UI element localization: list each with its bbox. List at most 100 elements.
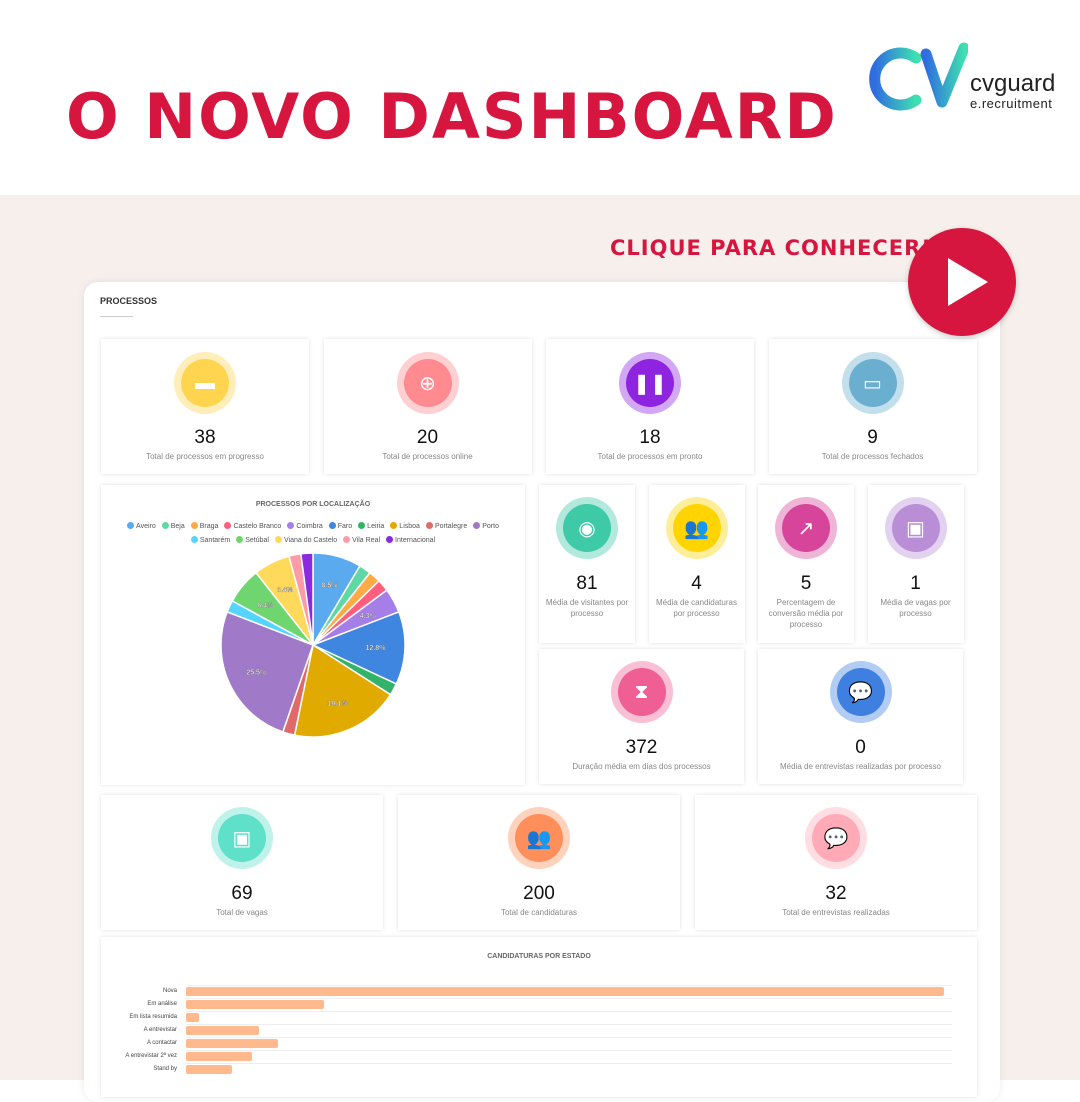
legend-label: Viana do Castelo	[283, 537, 338, 544]
legend-item[interactable]: Braga	[190, 520, 219, 534]
stat-card: ▬ 38 Total de processos em progresso	[101, 339, 309, 474]
eye-icon: ◉	[556, 497, 618, 559]
pie-data-label: 25.5%	[246, 669, 267, 676]
bar-row: A entrevistar	[101, 1024, 977, 1037]
legend-label: Braga	[199, 523, 219, 530]
divider	[100, 316, 133, 317]
legend-item[interactable]: Lisboa	[390, 520, 420, 534]
bar[interactable]	[186, 1065, 233, 1074]
pie-slice-lisboa[interactable]	[293, 643, 392, 738]
bar-row: A contactar	[101, 1037, 977, 1050]
bar-row: Em análise	[101, 998, 977, 1011]
bar[interactable]	[186, 1026, 259, 1035]
bar-label: A contactar	[146, 1040, 177, 1046]
users-icon: 👥	[665, 497, 728, 559]
pie-data-label: 12.8%	[366, 645, 387, 652]
bar[interactable]	[186, 987, 944, 996]
legend-item[interactable]: Vila Real	[343, 534, 380, 548]
stat-card: ▭ 9 Total de processos fechados	[768, 339, 977, 474]
stat-label: Média de entrevistas realizadas por proc…	[780, 762, 941, 771]
legend-item[interactable]: Aveiro	[127, 520, 156, 534]
briefcase-icon: ▣	[884, 497, 947, 559]
stat-value: 69	[231, 883, 253, 904]
globe-icon: ⊕	[396, 352, 459, 414]
stat-card: 💬 32 Total de entrevistas realizadas	[695, 795, 977, 930]
stat-label: Total de entrevistas realizadas	[782, 908, 890, 917]
stat-card: 👥 4 Média de candidaturas por processo	[648, 485, 745, 643]
legend-item[interactable]: Castelo Branco	[224, 520, 281, 534]
stat-card: ⊕ 20 Total de processos online	[323, 339, 532, 474]
legend-item[interactable]: Internacional	[386, 534, 435, 548]
legend-label: Aveiro	[136, 523, 156, 530]
bar-row: A entrevistar 2ª vez	[101, 1050, 977, 1063]
stat-card: ⧗ 372 Duração média em dias dos processo…	[539, 649, 744, 784]
stat-value: 5	[800, 573, 812, 594]
bar-label: A entrevistar 2ª vez	[125, 1053, 177, 1059]
section-title: PROCESSOS	[100, 296, 158, 306]
header-banner: O NOVO DASHBOARD cvguard e.recruitment	[0, 0, 1080, 195]
pie-data-label: 8.5%	[322, 583, 339, 590]
folder-open-icon: ▭	[841, 352, 904, 414]
grid-line	[186, 1050, 952, 1051]
pie-data-label: 19.1%	[327, 701, 348, 708]
pie-slice-faro[interactable]	[311, 610, 406, 685]
cv-logo-icon	[869, 42, 970, 111]
stat-value: 38	[194, 427, 216, 448]
bar-label: Em análise	[147, 1001, 177, 1007]
legend-item[interactable]: Leiria	[358, 520, 384, 534]
comments-icon: 💬	[829, 661, 892, 723]
legend-item[interactable]: Faro	[328, 520, 353, 534]
grid-line	[186, 1037, 952, 1038]
stat-card: 👥 200 Total de candidaturas	[398, 795, 680, 930]
pie-slice-porto[interactable]	[220, 610, 314, 733]
stat-card: ▣ 1 Média de vagas por processo	[867, 485, 964, 643]
bar[interactable]	[186, 1013, 200, 1022]
legend-item[interactable]: Coimbra	[287, 520, 323, 534]
stat-card: 💬 0 Média de entrevistas realizadas por …	[758, 649, 963, 784]
pie-data-label: 4.3%	[360, 613, 377, 620]
grid-line	[186, 1011, 952, 1012]
legend-label: Santarém	[199, 537, 231, 544]
legend-label: Vila Real	[352, 537, 381, 544]
legend-item[interactable]: Portalegre	[425, 520, 467, 534]
legend-item[interactable]: Porto	[473, 520, 499, 534]
pie-slice-internacional[interactable]	[300, 553, 314, 646]
legend-item[interactable]: Santarém	[190, 534, 231, 548]
bar[interactable]	[186, 1000, 325, 1009]
pie-data-label: 6.4%	[257, 603, 274, 610]
logo-sub: e.recruitment	[970, 96, 1053, 111]
stat-value: 9	[867, 427, 878, 448]
stat-label: Duração média em dias dos processos	[572, 762, 711, 771]
stat-value: 32	[825, 883, 847, 904]
stat-card: ▣ 69 Total de vagas	[101, 795, 383, 930]
bar-chart-card: CANDIDATURAS POR ESTADO Nova Em análise …	[101, 937, 977, 1097]
pie-data-label: 6.4%	[277, 587, 294, 594]
bar[interactable]	[186, 1052, 252, 1061]
stat-label: Percentagem de conversão média por proce…	[768, 598, 844, 629]
stat-card: ↗ 5 Percentagem de conversão média por p…	[758, 485, 854, 643]
grid-line	[186, 1063, 952, 1064]
legend-item[interactable]: Beja	[161, 520, 185, 534]
cvguard-logo: cvguard e.recruitment	[868, 40, 1058, 120]
pie-chart-card: PROCESSOS POR LOCALIZAÇÃO Aveiro Beja Brag…	[101, 485, 525, 785]
comments-icon: 💬	[805, 807, 867, 869]
bar-row: Stand by	[101, 1063, 977, 1076]
stat-label: Total de processos online	[382, 452, 473, 461]
legend-label: Porto	[482, 523, 499, 530]
cta-text[interactable]: CLIQUE PARA CONHECER!	[610, 236, 932, 260]
users-icon: 👥	[508, 807, 570, 869]
legend-label: Beja	[170, 523, 185, 530]
play-button[interactable]	[908, 228, 1016, 336]
stat-value: 200	[523, 883, 555, 904]
bar[interactable]	[186, 1039, 279, 1048]
legend-label: Faro	[337, 523, 353, 530]
legend-item[interactable]: Viana do Castelo	[274, 534, 338, 548]
bar-row: Nova	[101, 985, 977, 998]
stat-value: 81	[576, 573, 598, 594]
legend-item[interactable]: Setúbal	[236, 534, 269, 548]
legend-label: Lisboa	[399, 523, 420, 530]
legend-label: Castelo Branco	[233, 523, 282, 530]
stat-card: ❚❚ 18 Total de processos em pronto	[546, 339, 754, 474]
stat-value: 4	[691, 573, 702, 594]
stat-label: Média de candidaturas por processo	[656, 598, 737, 618]
